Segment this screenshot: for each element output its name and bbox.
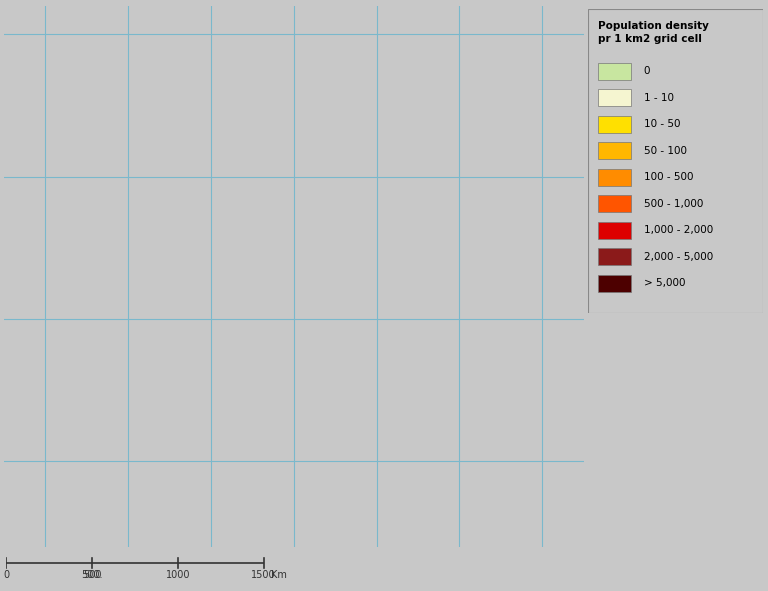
Text: 2,000 - 5,000: 2,000 - 5,000 [644,252,713,262]
Bar [598,248,631,265]
Bar [598,116,631,133]
Text: 1000: 1000 [166,570,190,580]
Text: > 5,000: > 5,000 [644,278,685,288]
Text: 1 - 10: 1 - 10 [644,93,674,103]
Text: 0: 0 [644,66,650,76]
Bar [598,89,631,106]
Bar [598,195,631,212]
Bar [598,142,631,159]
Text: 100 - 500: 100 - 500 [644,172,693,182]
Text: 1500: 1500 [251,570,276,580]
Text: Population density
pr 1 km2 grid cell: Population density pr 1 km2 grid cell [598,21,709,44]
Text: 50 - 100: 50 - 100 [644,146,687,155]
Bar [598,63,631,80]
Text: 500: 500 [83,570,101,580]
Text: Km: Km [270,570,286,580]
Bar [598,275,631,291]
Text: 500 - 1,000: 500 - 1,000 [644,199,703,209]
Bar [598,168,631,186]
Text: 500.: 500. [81,570,103,580]
Text: 0: 0 [3,570,9,580]
Text: 10 - 50: 10 - 50 [644,119,680,129]
Text: 1,000 - 2,000: 1,000 - 2,000 [644,225,713,235]
Bar [598,222,631,239]
